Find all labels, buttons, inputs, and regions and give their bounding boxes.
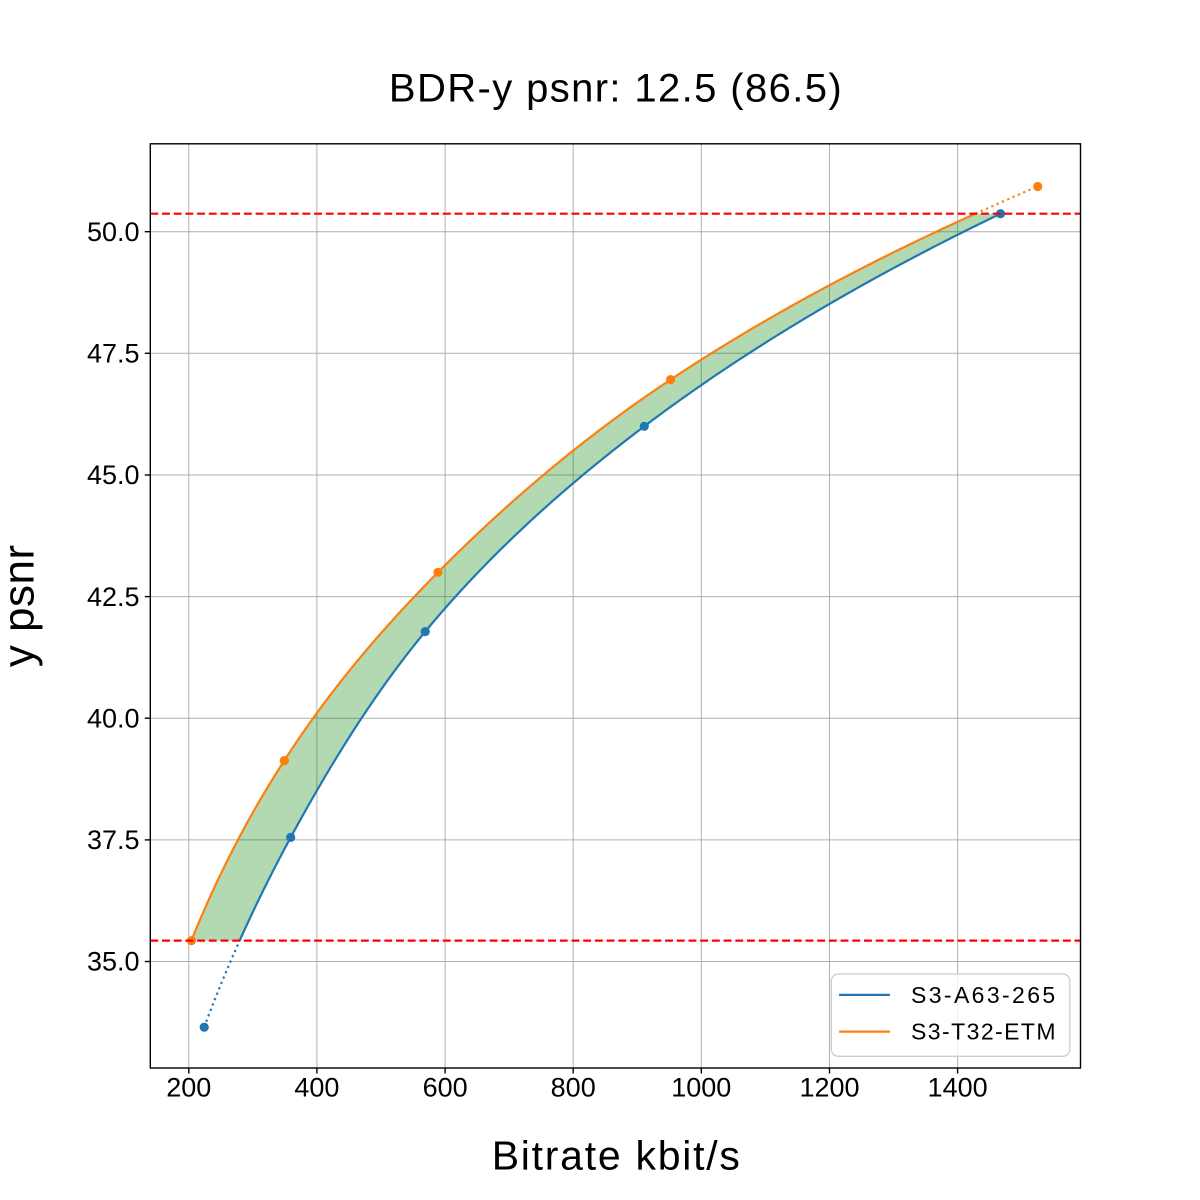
svg-text:40.0: 40.0 [87, 703, 140, 733]
svg-text:S3-A63-265: S3-A63-265 [911, 982, 1055, 1008]
svg-text:50.0: 50.0 [87, 217, 140, 247]
svg-text:47.5: 47.5 [87, 339, 140, 369]
svg-text:400: 400 [294, 1073, 339, 1103]
svg-text:200: 200 [166, 1073, 211, 1103]
svg-text:600: 600 [423, 1073, 468, 1103]
svg-text:45.0: 45.0 [87, 460, 140, 490]
svg-text:1000: 1000 [671, 1073, 731, 1103]
svg-text:y psnr: y psnr [0, 545, 44, 667]
svg-text:35.0: 35.0 [87, 947, 140, 977]
svg-text:Bitrate kbit/s: Bitrate kbit/s [492, 1133, 740, 1179]
svg-text:1400: 1400 [928, 1073, 988, 1103]
svg-text:42.5: 42.5 [87, 582, 140, 612]
svg-text:800: 800 [551, 1073, 596, 1103]
svg-text:BDR-y psnr: 12.5 (86.5): BDR-y psnr: 12.5 (86.5) [389, 67, 842, 111]
svg-text:37.5: 37.5 [87, 825, 140, 855]
svg-text:S3-T32-ETM: S3-T32-ETM [911, 1019, 1056, 1045]
svg-text:1200: 1200 [799, 1073, 859, 1103]
